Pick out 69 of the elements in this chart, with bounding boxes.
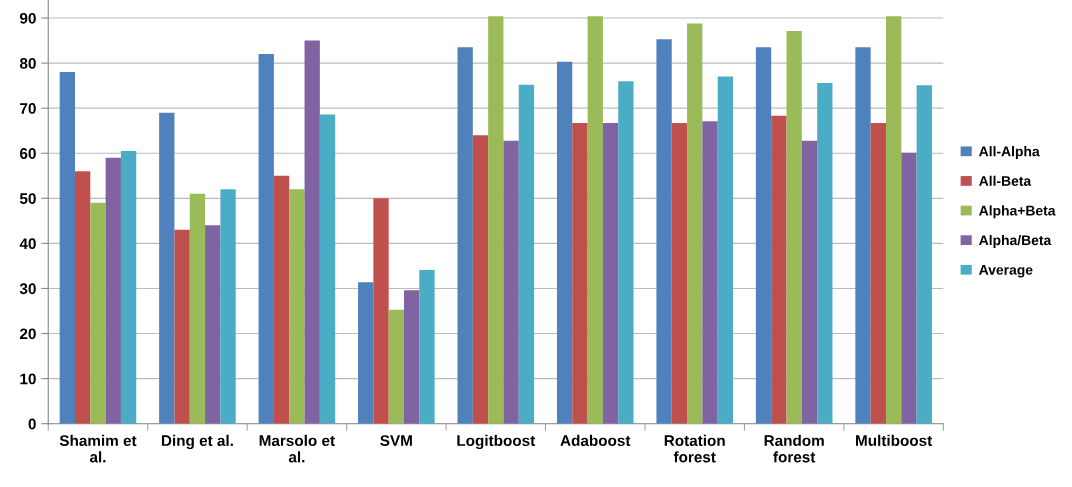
- bar: [801, 140, 818, 424]
- legend-label: All-Alpha: [979, 146, 1040, 160]
- y-tick-label: 70: [20, 103, 36, 114]
- bar: [901, 152, 917, 424]
- legend-label: All-Beta: [979, 175, 1032, 186]
- bar: [771, 115, 787, 424]
- bar: [472, 135, 489, 424]
- y-tick-label: 60: [20, 148, 36, 159]
- x-tick-label: Ding et al.: [161, 434, 233, 450]
- bar: [105, 157, 121, 424]
- bar: [289, 189, 305, 424]
- bar: [755, 47, 772, 424]
- x-tick-label: Logitboost: [457, 434, 536, 450]
- bar: [717, 76, 734, 424]
- y-tick-label: 90: [19, 12, 36, 24]
- bar: [457, 47, 473, 424]
- bar: [916, 85, 932, 424]
- y-tick-label: 30: [19, 283, 36, 295]
- y-tick-label: 10: [20, 373, 36, 385]
- bar: [618, 81, 634, 424]
- bar: [159, 112, 175, 424]
- bar: [702, 121, 718, 424]
- legend-label: Alpha/Beta: [979, 234, 1052, 248]
- bar: [587, 16, 603, 424]
- bar: [174, 229, 190, 424]
- bar: [503, 140, 519, 424]
- y-tick-label: 20: [19, 328, 36, 340]
- bar: [855, 47, 871, 424]
- bar: [189, 193, 206, 424]
- bar: [488, 16, 504, 424]
- bar: [319, 114, 336, 424]
- bar: [59, 72, 75, 424]
- bar: [258, 54, 274, 424]
- bar: [273, 175, 290, 424]
- y-tick-label: 50: [19, 193, 36, 205]
- bar: [572, 123, 588, 424]
- bar: [373, 198, 389, 424]
- bar: [120, 151, 137, 424]
- x-tick-label: Rotation forest: [664, 434, 725, 463]
- bar: [220, 189, 236, 424]
- x-tick-label: Adaboost: [560, 434, 631, 447]
- bar: [205, 225, 221, 424]
- bar: [817, 82, 833, 424]
- x-tick-label: Multiboost: [856, 434, 933, 447]
- bar: [388, 309, 404, 424]
- x-tick-label: Marsolo et al.: [259, 434, 335, 463]
- bar: [656, 39, 672, 424]
- bar: [74, 171, 91, 424]
- legend-label: Average: [979, 265, 1033, 278]
- bar: [90, 202, 106, 424]
- bar: [556, 61, 573, 424]
- bar: [404, 290, 420, 424]
- y-tick-label: 80: [19, 57, 36, 69]
- bar: [602, 123, 619, 424]
- bar: [358, 282, 374, 424]
- bar: [518, 84, 535, 424]
- bar: [687, 23, 703, 424]
- x-tick-label: Shamim et al.: [59, 434, 137, 463]
- y-tick-label: 0: [28, 418, 36, 430]
- x-tick-label: Random forest: [764, 434, 824, 463]
- bar: [671, 123, 688, 424]
- bar: [786, 31, 802, 424]
- legend-label: Alpha+Beta: [979, 205, 1056, 219]
- bar: [870, 123, 886, 424]
- bar: [304, 40, 320, 424]
- bar: [419, 269, 435, 424]
- x-tick-label: SVM: [380, 435, 412, 447]
- bar: [885, 16, 902, 424]
- y-tick-label: 40: [19, 238, 36, 250]
